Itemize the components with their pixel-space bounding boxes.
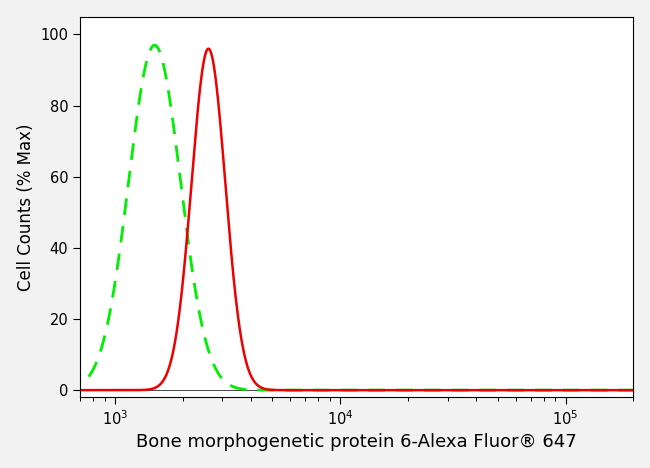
Y-axis label: Cell Counts (% Max): Cell Counts (% Max) bbox=[17, 123, 34, 291]
X-axis label: Bone morphogenetic protein 6-Alexa Fluor® 647: Bone morphogenetic protein 6-Alexa Fluor… bbox=[136, 433, 577, 451]
